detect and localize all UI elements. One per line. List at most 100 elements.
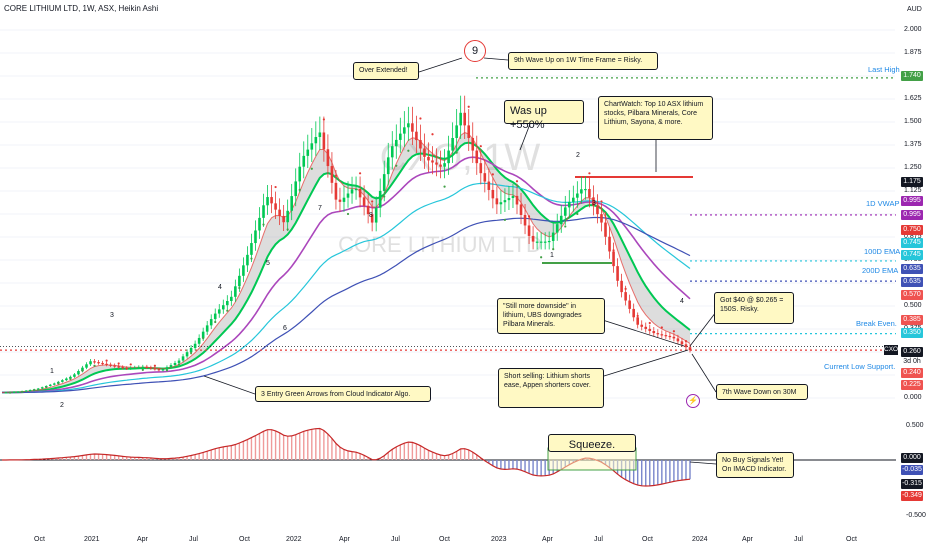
price-tag: 1.175 [901, 177, 923, 187]
candle-body [12, 391, 16, 394]
candle-body [310, 143, 314, 150]
candle-body [354, 188, 358, 191]
candle-body [644, 326, 648, 329]
time-axis-tick: 2021 [84, 536, 100, 543]
candle-body [286, 210, 289, 223]
candle-body [193, 343, 197, 348]
price-axis-tick: 1.375 [904, 141, 922, 148]
candle-body [161, 369, 165, 371]
price-axis-tick: 1.125 [904, 187, 922, 194]
candle-body [274, 203, 277, 210]
trend-dot [202, 337, 205, 340]
candle-body [672, 336, 676, 339]
time-axis-tick: 2023 [491, 536, 507, 543]
price-tag: 0.570 [901, 290, 923, 300]
candle-body [608, 236, 611, 252]
time-axis-tick: Oct [846, 536, 857, 543]
candle-body [226, 300, 229, 306]
trend-dot [491, 173, 494, 176]
trend-dot [322, 118, 325, 121]
candle-body [197, 337, 201, 344]
moving-average-lines [1, 131, 691, 394]
candle-body [668, 335, 672, 338]
candle-body [370, 214, 374, 223]
candle-body [358, 188, 362, 198]
candle-body [664, 335, 668, 337]
candle-body [415, 131, 418, 141]
note-entry-arrows: 3 Entry Green Arrows from Cloud Indicato… [255, 386, 431, 402]
candle-body [676, 338, 680, 342]
trend-dot [310, 167, 313, 170]
candle-body [455, 125, 458, 138]
candle-body [73, 374, 76, 377]
candle-body [620, 280, 623, 293]
trend-dot [274, 185, 277, 189]
level-label: 100D EMA [864, 247, 901, 256]
trend-dot [431, 133, 434, 136]
price-axis-tick: 1.875 [904, 49, 922, 56]
trend-dot [81, 369, 84, 372]
candle-body [656, 333, 660, 335]
candle-body [447, 150, 450, 164]
wave-label: 2 [60, 402, 64, 409]
wave-label: 6 [283, 325, 287, 332]
candle-body [177, 360, 181, 363]
trend-dot [660, 326, 663, 329]
trend-dot [33, 389, 36, 392]
wave-label: 8 [369, 212, 373, 219]
candle-body [555, 224, 559, 233]
leader-line [519, 123, 531, 151]
trend-dot [177, 363, 181, 366]
macd-tag: 0.000 [901, 453, 923, 463]
trend-dot [93, 364, 96, 367]
candle-body [366, 205, 370, 215]
price-axis-tick: 0.500 [904, 302, 922, 309]
candle-body [411, 123, 414, 132]
trend-dot [672, 330, 676, 333]
trend-dot [443, 185, 446, 188]
trend-dot [371, 200, 374, 203]
gridlines [0, 29, 895, 399]
candle-body [507, 198, 511, 201]
note-chartwatch: ChartWatch: Top 10 ASX lithium stocks, P… [598, 96, 713, 140]
wave-label: 1 [50, 368, 54, 375]
candle-body [28, 389, 32, 392]
trend-dot [117, 362, 120, 365]
candle-body [330, 166, 334, 183]
note-ninth-wave: 9th Wave Up on 1W Time Frame = Risky. [508, 52, 658, 70]
candle-body [133, 367, 137, 369]
candle-body [153, 368, 157, 370]
candle-body [334, 182, 338, 200]
price-tag: 0.635 [901, 264, 923, 274]
candle-body [205, 325, 209, 332]
trend-dot [576, 212, 579, 216]
level-label: Break Even. [856, 319, 897, 328]
trend-dot [141, 368, 144, 371]
level-label: 200D EMA [862, 266, 899, 275]
candle-body [89, 361, 92, 365]
price-tag: 0.635 [901, 277, 923, 287]
candle-body [515, 195, 519, 205]
candle-body [394, 139, 398, 147]
candle-body [149, 367, 153, 369]
candle-body [242, 265, 245, 276]
annotation-leader-lines [203, 57, 717, 465]
trend-dot [527, 215, 531, 218]
trend-dots [8, 105, 688, 394]
leader-line [589, 315, 685, 347]
candle-body [362, 197, 366, 206]
lightning-icon[interactable]: ⚡ [686, 394, 700, 408]
vwap-line [2, 156, 691, 394]
candle-body [306, 149, 310, 156]
candle-body [584, 188, 587, 191]
candle-body [628, 300, 631, 309]
trend-dot [153, 364, 156, 367]
candle-body [342, 197, 346, 202]
time-axis-tick: Apr [339, 536, 350, 543]
wave-label: 7 [318, 205, 322, 212]
trend-dot [588, 172, 591, 175]
leader-line [689, 311, 717, 347]
candle-body [616, 266, 619, 281]
price-tag: 0.745 [901, 238, 923, 248]
